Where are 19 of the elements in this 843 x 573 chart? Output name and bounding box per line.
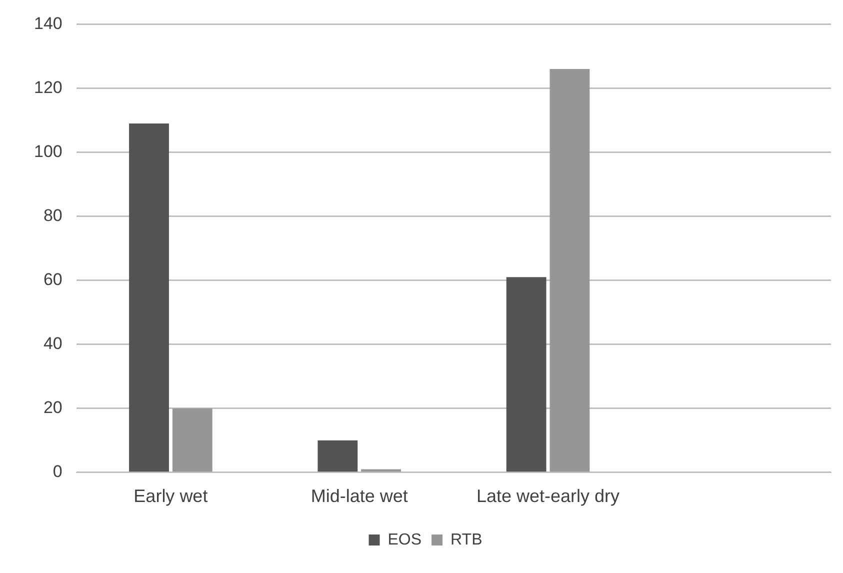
y-tick-label: 140 xyxy=(34,14,62,33)
bar xyxy=(318,440,358,472)
legend-label: EOS xyxy=(388,531,422,548)
y-tick-label: 60 xyxy=(43,270,62,289)
bar xyxy=(550,69,590,472)
x-tick-label: Early wet xyxy=(134,486,208,506)
bar xyxy=(129,123,169,472)
y-tick-label: 100 xyxy=(34,142,62,161)
y-tick-label: 80 xyxy=(43,206,62,225)
x-tick-label: Mid-late wet xyxy=(310,486,408,506)
x-tick-label: Late wet-early dry xyxy=(476,486,620,506)
bar xyxy=(172,408,212,472)
y-tick-label: 0 xyxy=(52,462,62,482)
y-tick-label: 40 xyxy=(43,334,62,354)
legend-label: RTB xyxy=(450,531,482,548)
bar xyxy=(361,469,402,472)
y-tick-label: 20 xyxy=(43,398,62,418)
y-tick-label: 120 xyxy=(34,78,62,97)
bar xyxy=(506,277,546,472)
